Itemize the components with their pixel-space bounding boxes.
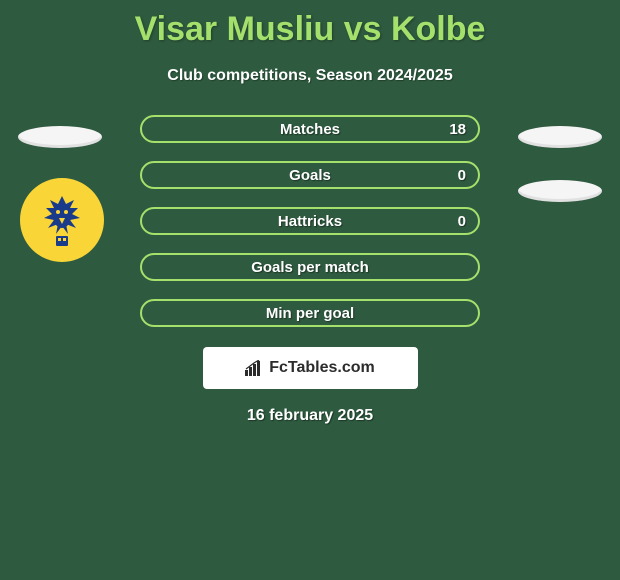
stat-row-goals-per-match: Goals per match — [140, 253, 480, 281]
player-slot-right-mid — [518, 180, 602, 202]
stat-label: Hattricks — [278, 213, 342, 230]
page-title: Visar Musliu vs Kolbe — [0, 0, 620, 49]
stat-row-hattricks: Hattricks 0 — [140, 207, 480, 235]
watermark[interactable]: FcTables.com — [203, 347, 418, 389]
stat-right-value: 18 — [449, 121, 466, 138]
player-slot-left-top — [18, 126, 102, 148]
club-badge — [20, 178, 104, 262]
stat-label: Goals per match — [251, 259, 369, 276]
stat-label: Goals — [289, 167, 331, 184]
bar-chart-icon — [245, 360, 263, 376]
stat-label: Min per goal — [266, 305, 354, 322]
watermark-text: FcTables.com — [269, 359, 375, 377]
stat-row-min-per-goal: Min per goal — [140, 299, 480, 327]
player-slot-right-top — [518, 126, 602, 148]
date-label: 16 february 2025 — [0, 407, 620, 425]
stat-right-value: 0 — [458, 167, 466, 184]
stat-row-matches: Matches 18 — [140, 115, 480, 143]
stat-right-value: 0 — [458, 213, 466, 230]
stat-label: Matches — [280, 121, 340, 138]
subtitle: Club competitions, Season 2024/2025 — [0, 67, 620, 85]
club-crest-icon — [28, 186, 96, 254]
stat-row-goals: Goals 0 — [140, 161, 480, 189]
